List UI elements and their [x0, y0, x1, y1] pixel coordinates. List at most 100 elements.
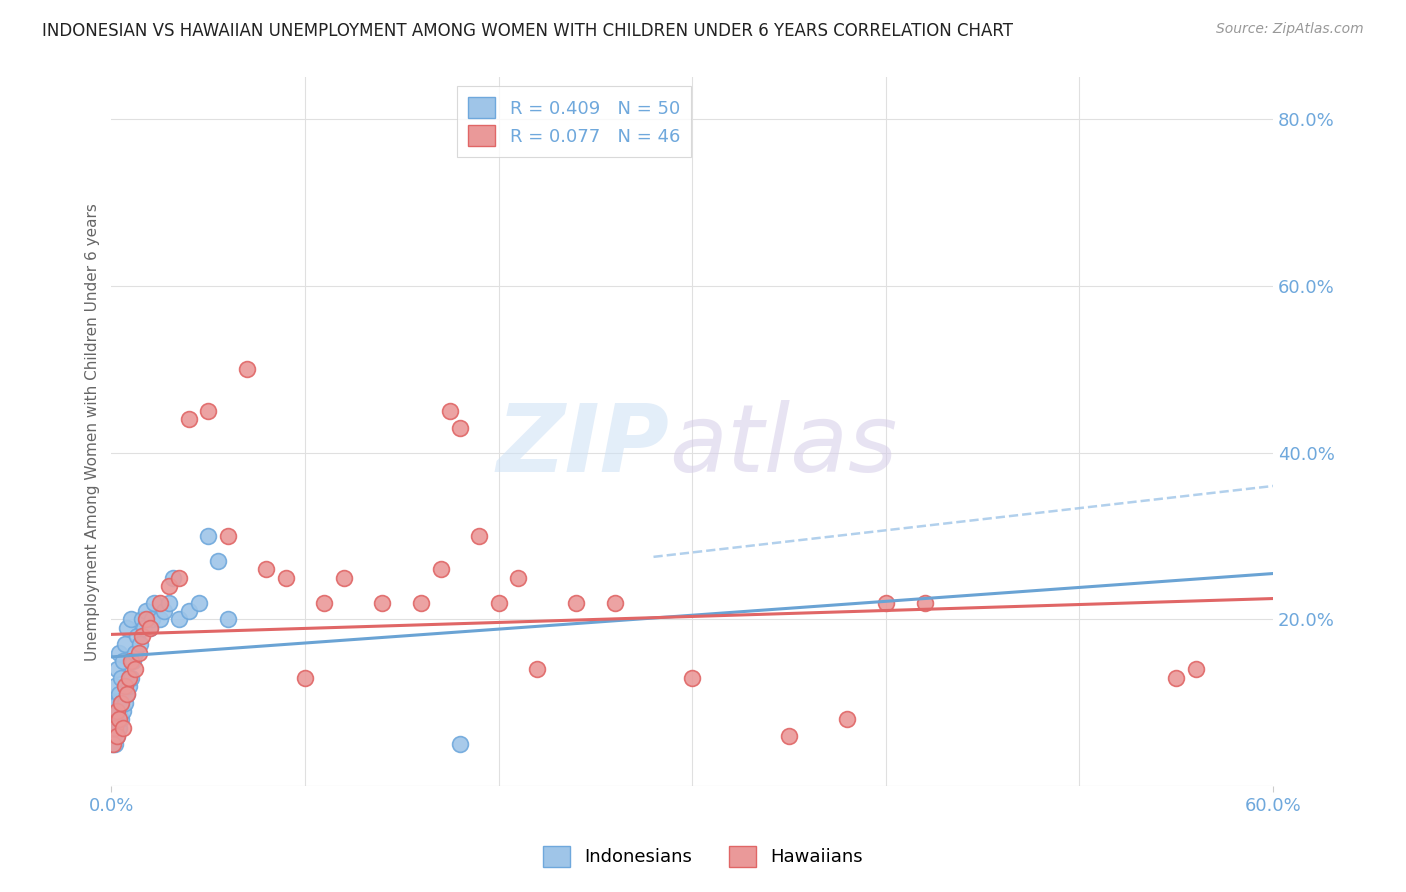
Legend: R = 0.409   N = 50, R = 0.077   N = 46: R = 0.409 N = 50, R = 0.077 N = 46 [457, 87, 690, 157]
Point [114, 637, 136, 651]
Point [112, 704, 135, 718]
Point [439, 404, 461, 418]
Point [152, 604, 174, 618]
Point [217, 612, 239, 626]
Point [177, 412, 200, 426]
Point [162, 571, 184, 585]
Point [120, 654, 142, 668]
Point [118, 679, 141, 693]
Point [371, 596, 394, 610]
Point [120, 671, 142, 685]
Point [236, 362, 259, 376]
Point [112, 654, 135, 668]
Point [114, 696, 136, 710]
Point [1184, 662, 1206, 676]
Point [411, 596, 433, 610]
Point [103, 696, 125, 710]
Point [115, 688, 138, 702]
Point [449, 738, 471, 752]
Point [187, 596, 209, 610]
Point [141, 612, 163, 626]
Point [254, 562, 277, 576]
Legend: Indonesians, Hawaiians: Indonesians, Hawaiians [536, 838, 870, 874]
Point [449, 420, 471, 434]
Point [104, 721, 127, 735]
Point [143, 596, 166, 610]
Point [207, 554, 229, 568]
Point [104, 721, 127, 735]
Text: ZIP: ZIP [496, 400, 669, 492]
Point [108, 704, 131, 718]
Point [875, 596, 897, 610]
Point [135, 612, 157, 626]
Point [110, 713, 132, 727]
Point [105, 729, 128, 743]
Point [110, 696, 132, 710]
Point [159, 579, 181, 593]
Point [101, 738, 124, 752]
Point [332, 571, 354, 585]
Point [108, 721, 131, 735]
Point [128, 646, 150, 660]
Point [108, 688, 131, 702]
Point [274, 571, 297, 585]
Point [149, 612, 172, 626]
Point [104, 704, 127, 718]
Text: atlas: atlas [669, 401, 897, 491]
Point [108, 713, 131, 727]
Point [103, 721, 125, 735]
Point [124, 646, 146, 660]
Point [105, 696, 128, 710]
Point [139, 621, 162, 635]
Point [778, 729, 800, 743]
Point [105, 729, 128, 743]
Text: Source: ZipAtlas.com: Source: ZipAtlas.com [1216, 22, 1364, 37]
Point [110, 671, 132, 685]
Point [488, 596, 510, 610]
Point [105, 704, 128, 718]
Point [314, 596, 336, 610]
Point [159, 596, 181, 610]
Point [108, 646, 131, 660]
Point [149, 596, 172, 610]
Point [914, 596, 936, 610]
Point [167, 612, 190, 626]
Point [217, 529, 239, 543]
Point [135, 604, 157, 618]
Point [103, 729, 125, 743]
Point [103, 738, 125, 752]
Point [131, 629, 153, 643]
Point [112, 721, 135, 735]
Point [197, 404, 219, 418]
Point [681, 671, 703, 685]
Point [139, 621, 162, 635]
Point [115, 688, 138, 702]
Point [118, 671, 141, 685]
Point [526, 662, 548, 676]
Point [115, 621, 138, 635]
Point [120, 612, 142, 626]
Point [167, 571, 190, 585]
Point [131, 612, 153, 626]
Point [506, 571, 529, 585]
Point [134, 621, 156, 635]
Point [104, 679, 127, 693]
Point [1166, 671, 1188, 685]
Text: INDONESIAN VS HAWAIIAN UNEMPLOYMENT AMONG WOMEN WITH CHILDREN UNDER 6 YEARS CORR: INDONESIAN VS HAWAIIAN UNEMPLOYMENT AMON… [42, 22, 1014, 40]
Point [104, 738, 127, 752]
Point [129, 637, 152, 651]
Point [468, 529, 491, 543]
Point [103, 713, 125, 727]
Point [197, 529, 219, 543]
Point [124, 662, 146, 676]
Point [105, 662, 128, 676]
Point [121, 654, 143, 668]
Point [603, 596, 626, 610]
Y-axis label: Unemployment Among Women with Children Under 6 years: Unemployment Among Women with Children U… [86, 202, 100, 661]
Point [177, 604, 200, 618]
Point [105, 713, 128, 727]
Point [125, 629, 148, 643]
Point [114, 679, 136, 693]
Point [565, 596, 588, 610]
Point [110, 696, 132, 710]
